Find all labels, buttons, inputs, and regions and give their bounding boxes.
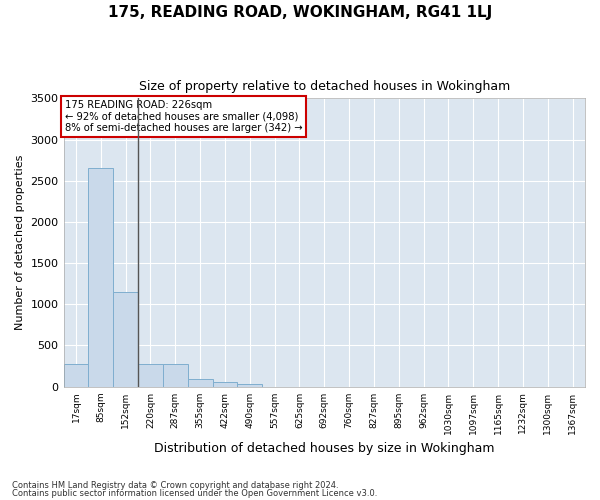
Text: 175, READING ROAD, WOKINGHAM, RG41 1LJ: 175, READING ROAD, WOKINGHAM, RG41 1LJ bbox=[108, 5, 492, 20]
Title: Size of property relative to detached houses in Wokingham: Size of property relative to detached ho… bbox=[139, 80, 510, 93]
Bar bbox=[212, 382, 238, 386]
Bar bbox=[238, 384, 262, 386]
Text: Contains HM Land Registry data © Crown copyright and database right 2024.: Contains HM Land Registry data © Crown c… bbox=[12, 480, 338, 490]
Bar bbox=[188, 379, 212, 386]
Bar bbox=[88, 168, 113, 386]
Text: 175 READING ROAD: 226sqm
← 92% of detached houses are smaller (4,098)
8% of semi: 175 READING ROAD: 226sqm ← 92% of detach… bbox=[65, 100, 302, 133]
Text: Contains public sector information licensed under the Open Government Licence v3: Contains public sector information licen… bbox=[12, 489, 377, 498]
Bar bbox=[64, 364, 88, 386]
Bar bbox=[163, 364, 188, 386]
Y-axis label: Number of detached properties: Number of detached properties bbox=[15, 155, 25, 330]
Bar bbox=[138, 364, 163, 386]
X-axis label: Distribution of detached houses by size in Wokingham: Distribution of detached houses by size … bbox=[154, 442, 494, 455]
Bar bbox=[113, 292, 138, 386]
